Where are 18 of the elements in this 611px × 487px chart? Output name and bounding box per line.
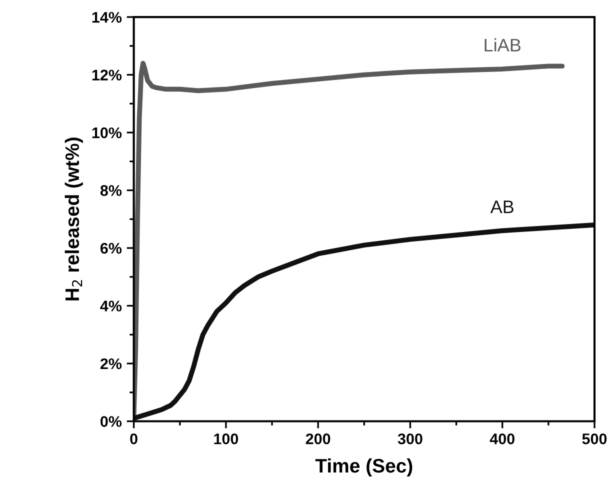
x-tick-label: 300	[398, 433, 422, 444]
y-tick-label: 12%	[92, 70, 122, 80]
x-tick-label: 200	[306, 433, 330, 444]
y-tick-label: 8%	[100, 185, 122, 196]
x-tick-label: 500	[582, 433, 607, 444]
x-tick-label: 100	[214, 433, 238, 444]
x-axis-title: Time (Sec)	[315, 458, 412, 477]
series-label: AB	[490, 200, 514, 214]
series-label: LiAB	[484, 38, 520, 52]
y-tick-label: 0%	[100, 416, 122, 427]
y-tick-label: 6%	[100, 242, 122, 254]
y-axis-title: H$_{2}$ released (wt%)	[64, 138, 83, 300]
y-tick-label: 14%	[92, 12, 122, 23]
y-tick-label: 2%	[100, 358, 122, 370]
y-tick-label: 10%	[92, 127, 122, 138]
y-tick-label: 4%	[100, 300, 122, 312]
x-tick-label: 400	[490, 433, 514, 444]
x-tick-label: 0	[130, 433, 138, 444]
